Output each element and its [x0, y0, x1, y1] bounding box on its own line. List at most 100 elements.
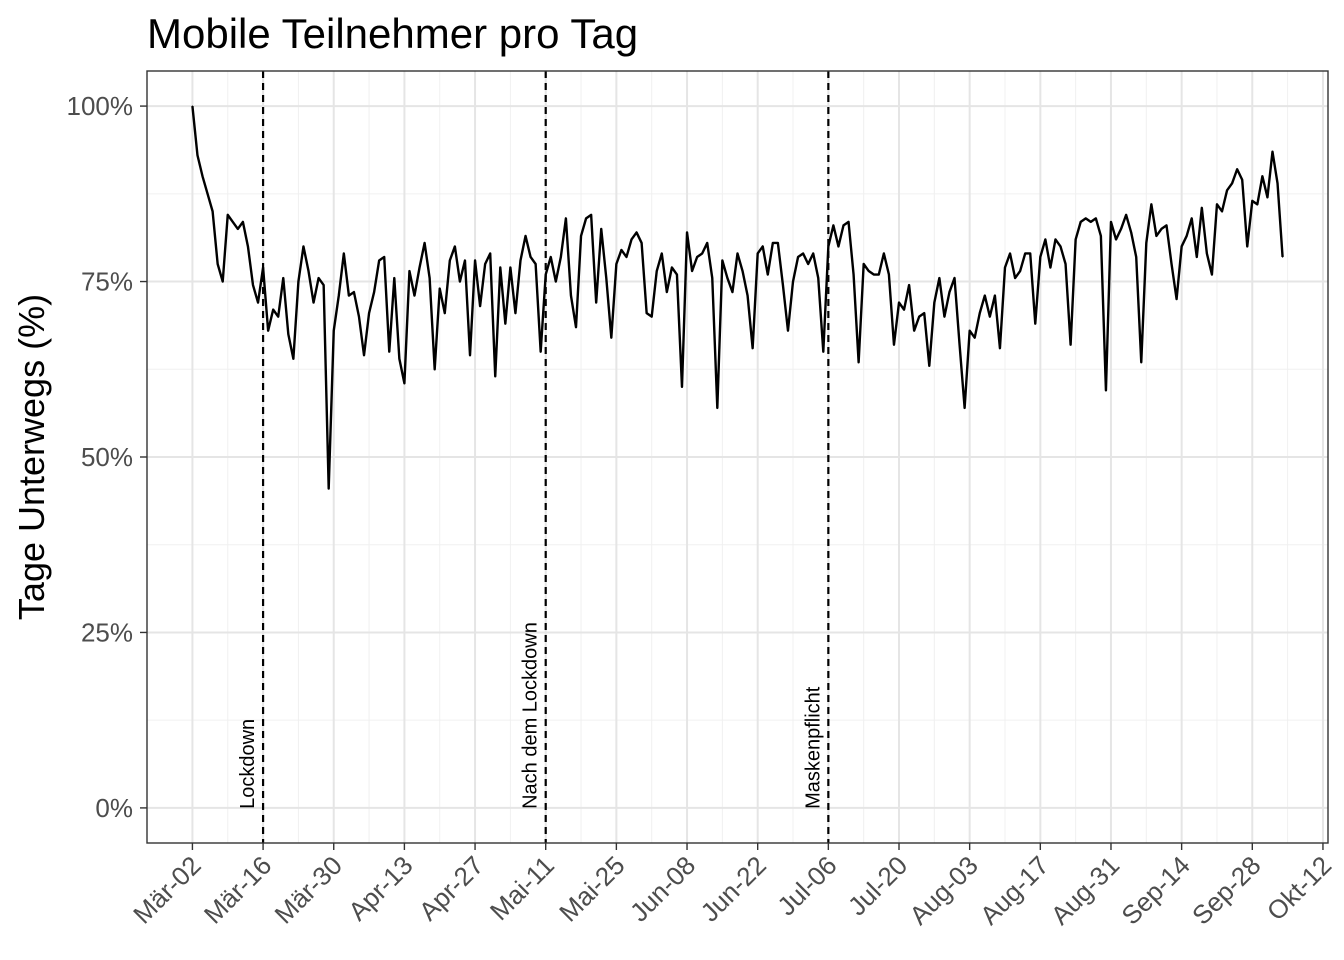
major-gridlines — [147, 71, 1328, 843]
data-point — [222, 280, 224, 283]
event-markers: Lockdown Nach dem Lockdown Maskenpflicht — [237, 71, 830, 843]
data-point — [383, 256, 385, 258]
data-point — [1271, 151, 1274, 153]
data-point — [196, 154, 199, 156]
data-point — [1135, 256, 1137, 258]
data-point — [1110, 221, 1112, 223]
data-point — [429, 277, 431, 279]
data-point — [812, 252, 814, 255]
data-point — [752, 347, 754, 349]
data-point — [333, 330, 335, 332]
data-point — [994, 294, 996, 297]
data-point — [974, 337, 976, 339]
data-point — [852, 273, 855, 276]
data-point — [1155, 235, 1157, 237]
data-point — [1175, 298, 1178, 300]
data-point — [893, 344, 895, 346]
chart-title: Mobile Teilnehmer pro Tag — [147, 10, 638, 57]
data-point — [439, 287, 441, 290]
data-point — [1049, 266, 1052, 269]
data-point — [1196, 256, 1198, 258]
data-point — [1014, 277, 1016, 279]
data-point — [262, 266, 264, 269]
data-point — [444, 312, 446, 314]
data-point — [312, 302, 315, 304]
data-point — [388, 351, 390, 353]
data-point — [1085, 217, 1087, 219]
data-point — [600, 228, 602, 230]
data-point — [1246, 245, 1248, 248]
data-point — [913, 330, 915, 332]
data-point — [257, 302, 259, 304]
data-point — [782, 284, 784, 286]
data-point — [635, 231, 638, 234]
data-point — [686, 231, 688, 234]
data-point — [1009, 252, 1011, 255]
data-point — [984, 294, 986, 297]
data-point — [540, 351, 542, 353]
data-point — [373, 291, 375, 293]
data-point — [1064, 263, 1067, 265]
data-point — [731, 291, 734, 293]
data-point — [711, 277, 713, 279]
data-point — [641, 242, 643, 244]
data-point — [237, 228, 239, 230]
data-point — [489, 252, 491, 255]
data-point — [1160, 228, 1163, 230]
data-point — [590, 214, 592, 216]
data-point — [343, 252, 345, 255]
data-point — [1181, 245, 1183, 248]
y-tick-label: 100% — [67, 91, 134, 121]
x-tick-label: Jul-20 — [842, 850, 913, 921]
x-tick-label: Apr-13 — [342, 850, 418, 926]
data-point — [1281, 256, 1284, 258]
data-point — [615, 263, 617, 265]
data-point — [297, 280, 300, 283]
data-point — [363, 354, 365, 356]
data-point — [1216, 203, 1218, 205]
data-point — [1039, 256, 1041, 258]
data-point — [888, 273, 890, 276]
data-point — [1004, 266, 1006, 269]
x-tick-label: Aug-17 — [974, 850, 1054, 930]
data-point — [1070, 344, 1072, 346]
data-point — [1140, 361, 1142, 363]
data-point — [408, 270, 411, 272]
data-point — [1191, 217, 1193, 219]
data-point — [1080, 221, 1082, 223]
y-tick-label: 50% — [81, 442, 133, 472]
data-point — [378, 259, 380, 262]
data-point — [1029, 252, 1031, 255]
data-point — [908, 284, 910, 286]
data-point — [928, 365, 930, 367]
x-tick-label: Mai-25 — [553, 850, 630, 927]
data-point — [1130, 231, 1132, 234]
data-point — [1231, 182, 1233, 184]
data-point — [953, 277, 956, 279]
data-point — [918, 316, 920, 318]
data-point — [242, 221, 244, 223]
data-point — [1125, 214, 1127, 216]
data-point — [1206, 252, 1208, 255]
y-tick-label: 75% — [81, 267, 133, 297]
data-point — [721, 259, 723, 262]
data-point — [550, 256, 552, 258]
data-point — [191, 105, 194, 107]
data-point — [585, 217, 587, 219]
data-point — [757, 252, 759, 255]
data-point — [423, 242, 426, 244]
data-point — [873, 273, 875, 276]
data-point — [948, 291, 951, 293]
data-point — [338, 294, 340, 297]
data-point — [252, 284, 254, 286]
data-point — [307, 270, 310, 272]
event-label: Nach dem Lockdown — [520, 622, 542, 809]
data-point — [943, 316, 946, 318]
data-point — [575, 326, 577, 328]
data-point — [323, 284, 325, 286]
data-point — [494, 375, 496, 377]
data-point — [903, 309, 905, 311]
data-point — [206, 193, 209, 195]
data-point — [565, 217, 567, 219]
